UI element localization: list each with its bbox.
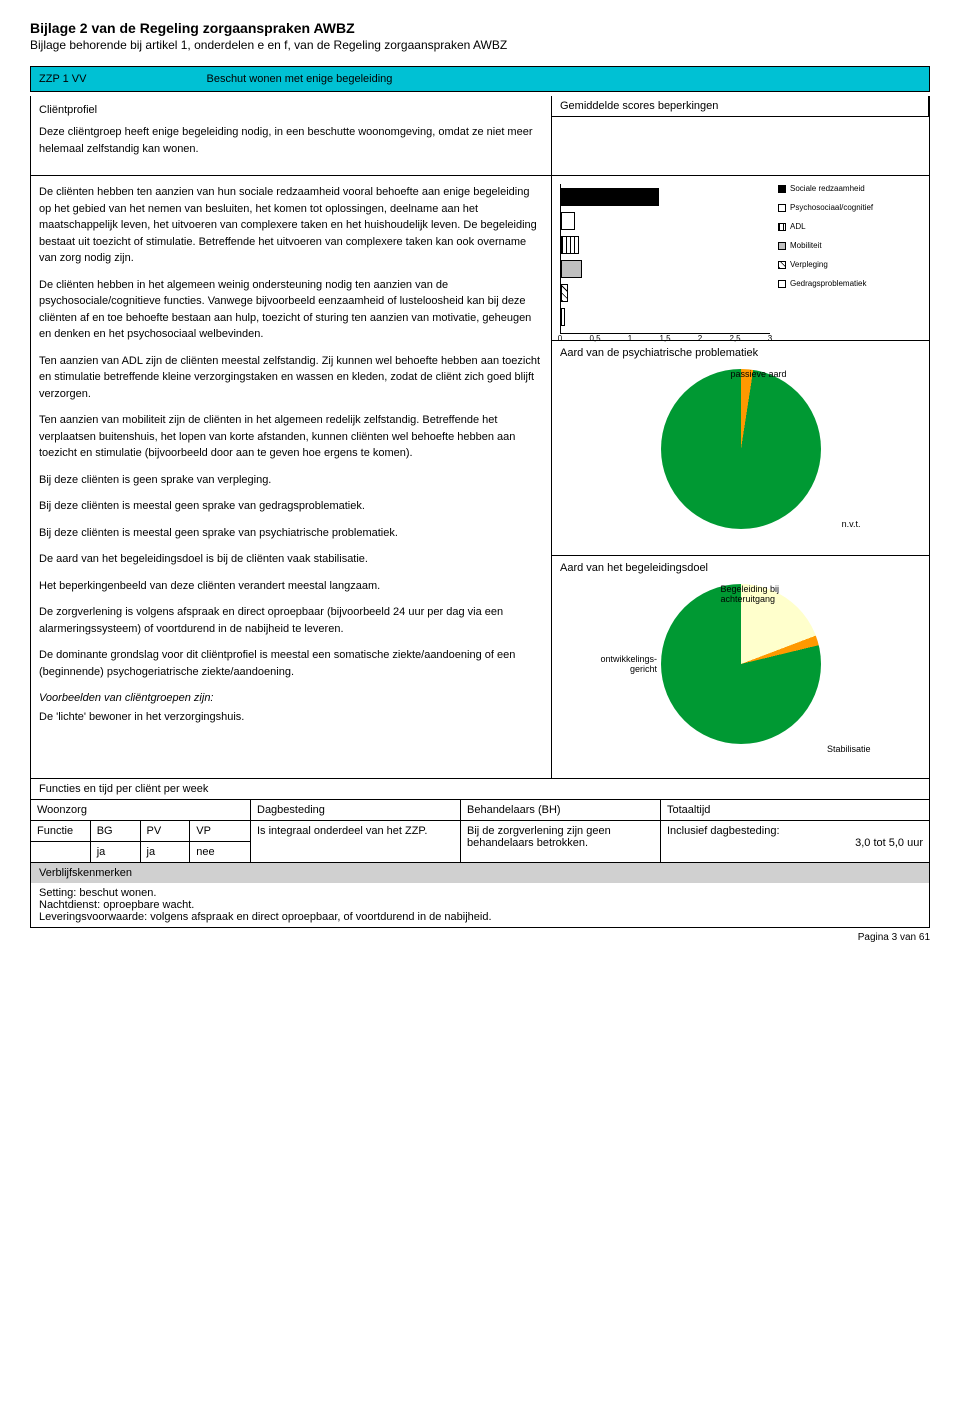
legend-item: Sociale redzaamheid	[778, 184, 873, 193]
x-tick: 1	[628, 334, 632, 343]
functies-row: Functie BG PV VP ja ja nee Is integraal …	[31, 820, 929, 862]
verblijf-heading: Verblijfskenmerken	[31, 862, 929, 883]
bar-0	[561, 188, 659, 206]
verblijf-setting: Setting: beschut wonen.	[39, 887, 921, 899]
main-box: Cliëntprofiel Deze cliëntgroep heeft eni…	[30, 96, 930, 928]
col-totaaltijd: Totaaltijd	[661, 800, 929, 820]
verblijf-lever: Leveringsvoorwaarde: volgens afspraak en…	[39, 911, 921, 923]
cell-pv-h: PV	[141, 821, 191, 841]
scores-bar-chart: 00,511,522,53 Sociale redzaamheidPsychos…	[560, 184, 921, 334]
col-woonzorg: Woonzorg	[31, 800, 251, 820]
col-dagbesteding: Dagbesteding	[251, 800, 461, 820]
cell-vp-v: nee	[190, 841, 250, 862]
legend-item: Mobiliteit	[778, 241, 873, 250]
page-number: Pagina 3 van 61	[30, 932, 930, 943]
legend-item: ADL	[778, 222, 873, 231]
profile-p6: Bij deze cliënten is meestal geen sprake…	[39, 498, 541, 515]
goal-label-stab: Stabilisatie	[827, 744, 871, 754]
profile-p11: De dominante grondslag voor dit cliëntpr…	[39, 647, 541, 680]
cell-vp-h: VP	[190, 821, 250, 841]
goal-pie: Begeleiding bij achteruitgang ontwikkeli…	[611, 584, 871, 764]
functies-heading: Functies en tijd per cliënt per week	[31, 778, 929, 799]
psych-pie: passieve aard n.v.t.	[611, 369, 871, 549]
profile-p2: De cliënten hebben in het algemeen weini…	[39, 277, 541, 343]
zzp-code: ZZP 1 VV	[39, 73, 86, 85]
zzp-band: ZZP 1 VV Beschut wonen met enige begelei…	[30, 66, 930, 92]
doc-subtitle: Bijlage behorende bij artikel 1, onderde…	[30, 38, 930, 52]
x-tick: 0,5	[589, 334, 600, 343]
zzp-label: Beschut wonen met enige begeleiding	[206, 73, 392, 85]
profile-p8: De aard van het begeleidingsdoel is bij …	[39, 551, 541, 568]
profile-intro: Deze cliëntgroep heeft enige begeleiding…	[39, 124, 543, 157]
cell-dagbesteding: Is integraal onderdeel van het ZZP.	[251, 821, 461, 862]
cell-behandelaars: Bij de zorgverlening zijn geen behandela…	[461, 821, 661, 862]
profile-p1: De cliënten hebben ten aanzien van hun s…	[39, 184, 541, 267]
bar-4	[561, 284, 568, 302]
cell-totaaltijd-label: Inclusief dagbesteding:	[667, 825, 923, 837]
psych-label-passive: passieve aard	[731, 369, 787, 379]
x-tick: 2	[698, 334, 702, 343]
profile-p10: De zorgverlening is volgens afspraak en …	[39, 604, 541, 637]
cell-pv-v: ja	[141, 841, 191, 862]
profile-p3: Ten aanzien van ADL zijn de cliënten mee…	[39, 353, 541, 403]
profile-p9: Het beperkingenbeeld van deze cliënten v…	[39, 578, 541, 595]
psych-label-nvt: n.v.t.	[842, 519, 861, 529]
goal-label-ont: ontwikkelings- gericht	[601, 654, 658, 674]
profile-p4: Ten aanzien van mobiliteit zijn de cliën…	[39, 412, 541, 462]
profile-examples-intro: Voorbeelden van cliëntgroepen zijn:	[39, 692, 214, 704]
legend-item: Gedragsproblematiek	[778, 279, 873, 288]
bar-1	[561, 212, 575, 230]
profile-p5: Bij deze cliënten is geen sprake van ver…	[39, 472, 541, 489]
x-tick: 3	[768, 334, 772, 343]
functies-header-row: Woonzorg Dagbesteding Behandelaars (BH) …	[31, 799, 929, 820]
goal-label-beg: Begeleiding bij achteruitgang	[721, 584, 780, 604]
profile-p7: Bij deze cliënten is meestal geen sprake…	[39, 525, 541, 542]
x-tick: 1,5	[659, 334, 670, 343]
cell-bg-v: ja	[91, 841, 141, 862]
cell-totaaltijd-value: 3,0 tot 5,0 uur	[667, 837, 923, 849]
goal-heading: Aard van het begeleidingsdoel	[560, 562, 921, 574]
doc-title: Bijlage 2 van de Regeling zorgaanspraken…	[30, 20, 930, 36]
x-tick: 2,5	[729, 334, 740, 343]
psych-heading: Aard van de psychiatrische problematiek	[560, 347, 921, 359]
bar-3	[561, 260, 582, 278]
bar-2	[561, 236, 579, 254]
legend-item: Psychosociaal/cognitief	[778, 203, 873, 212]
cell-bg-h: BG	[91, 821, 141, 841]
x-tick: 0	[558, 334, 562, 343]
col-behandelaars: Behandelaars (BH)	[461, 800, 661, 820]
profile-heading: Cliëntprofiel	[39, 104, 543, 116]
profile-example-item: De 'lichte' bewoner in het verzorgingshu…	[39, 709, 541, 726]
verblijf-nacht: Nachtdienst: oproepbare wacht.	[39, 899, 921, 911]
bar-5	[561, 308, 565, 326]
legend-item: Verpleging	[778, 260, 873, 269]
scores-heading: Gemiddelde scores beperkingen	[552, 96, 929, 117]
cell-functie: Functie	[31, 821, 91, 841]
